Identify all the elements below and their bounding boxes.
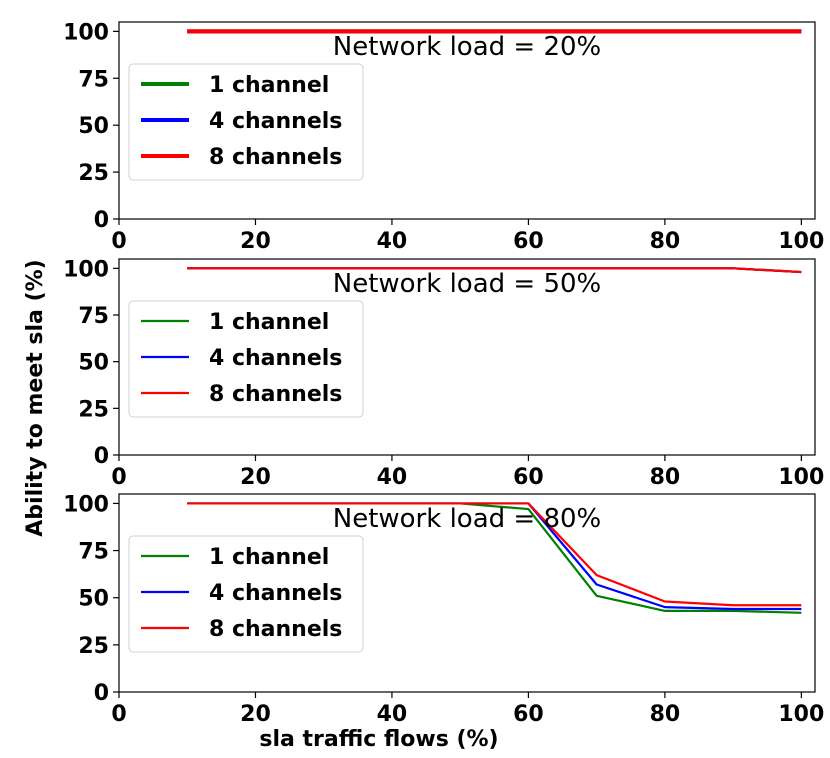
x-tick-label: 20 — [240, 702, 271, 727]
x-tick-label: 60 — [513, 229, 544, 254]
legend-label: 8 channels — [209, 382, 342, 407]
legend-label: 4 channels — [209, 581, 342, 606]
series-line-8-channels — [187, 267, 802, 274]
y-tick-label: 100 — [63, 257, 109, 282]
x-tick-label: 100 — [778, 702, 824, 727]
x-tick-label: 20 — [240, 465, 271, 490]
y-tick-label: 0 — [94, 444, 109, 469]
x-axis-label: sla traffic flows (%) — [259, 727, 498, 752]
plot-frame — [118, 21, 816, 220]
panel-title: Network load = 80% — [333, 504, 602, 534]
x-tick-label: 40 — [377, 229, 408, 254]
y-tick-label: 50 — [78, 587, 109, 612]
panel-3: 0 20 40 60 80 100 0 25 50 75 100 Network load = 80%… — [63, 492, 824, 727]
y-tick-label: 25 — [78, 634, 109, 659]
x-tick-label: 60 — [513, 702, 544, 727]
x-tick-label: 80 — [650, 229, 681, 254]
plot-frame — [118, 493, 816, 693]
y-tick-label: 75 — [78, 67, 109, 92]
y-tick-label: 75 — [78, 540, 109, 565]
y-tick-label: 25 — [78, 397, 109, 422]
panel-1: 0 20 40 60 80 100 0 25 50 75 100 Network load = 20%… — [63, 20, 824, 254]
plot-frame — [118, 258, 816, 456]
legend-label: 8 channels — [209, 145, 342, 170]
legend — [128, 63, 364, 181]
legend — [128, 300, 364, 418]
legend-label: 1 channel — [209, 545, 329, 570]
legend-label: 4 channels — [209, 109, 342, 134]
y-tick-label: 50 — [78, 351, 109, 376]
y-tick-label: 50 — [78, 114, 109, 139]
y-tick-label: 75 — [78, 304, 109, 329]
x-tick-label: 80 — [650, 465, 681, 490]
y-tick-label: 100 — [63, 492, 109, 517]
x-tick-label: 0 — [111, 465, 126, 490]
y-axis-label: Ability to meet sla (%) — [23, 259, 48, 536]
legend — [128, 535, 364, 653]
x-tick-label: 40 — [377, 465, 408, 490]
legend-label: 8 channels — [209, 617, 342, 642]
y-tick-label: 25 — [78, 161, 109, 186]
y-tick-label: 0 — [94, 208, 109, 233]
legend-label: 1 channel — [209, 73, 329, 98]
legend-label: 4 channels — [209, 346, 342, 371]
x-tick-label: 0 — [111, 702, 126, 727]
x-tick-label: 0 — [111, 229, 126, 254]
panel-title: Network load = 50% — [333, 269, 602, 299]
y-tick-label: 100 — [63, 20, 109, 45]
x-tick-label: 100 — [778, 229, 824, 254]
x-tick-label: 60 — [513, 465, 544, 490]
panel-2: 0 20 40 60 80 100 0 25 50 75 100 Network load = 50%… — [63, 257, 824, 490]
y-tick-label: 0 — [94, 681, 109, 706]
panel-title: Network load = 20% — [333, 32, 602, 62]
legend-label: 1 channel — [209, 310, 329, 335]
x-tick-label: 100 — [778, 465, 824, 490]
series-line-8-channels — [187, 502, 802, 607]
x-tick-label: 20 — [240, 229, 271, 254]
x-tick-label: 80 — [650, 702, 681, 727]
x-tick-label: 40 — [377, 702, 408, 727]
